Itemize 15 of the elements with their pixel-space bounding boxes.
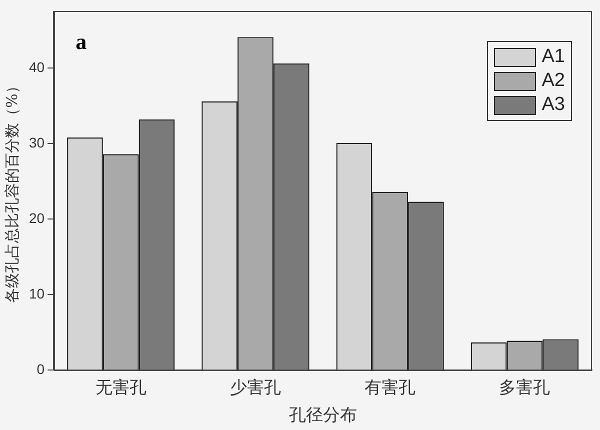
- x-tick-label: 有害孔: [364, 378, 416, 398]
- legend-label: A1: [542, 46, 565, 68]
- x-tick-label: 少害孔: [230, 378, 281, 398]
- y-tick-label: 40: [28, 58, 45, 75]
- y-axis-title: 各级孔占总比孔容的百分数（%）: [2, 78, 21, 303]
- x-tick-label: 无害孔: [95, 378, 146, 398]
- y-tick-label: 10: [28, 286, 45, 302]
- legend-label: A3: [542, 94, 565, 116]
- legend-label: A2: [542, 70, 565, 92]
- annotation: a: [76, 29, 87, 56]
- x-tick-label: 多害孔: [499, 378, 550, 398]
- x-axis-title: 孔径分布: [288, 405, 357, 424]
- y-tick-label: 30: [28, 134, 45, 150]
- y-tick-label: 0: [36, 361, 45, 378]
- y-tick-label: 20: [28, 210, 45, 226]
